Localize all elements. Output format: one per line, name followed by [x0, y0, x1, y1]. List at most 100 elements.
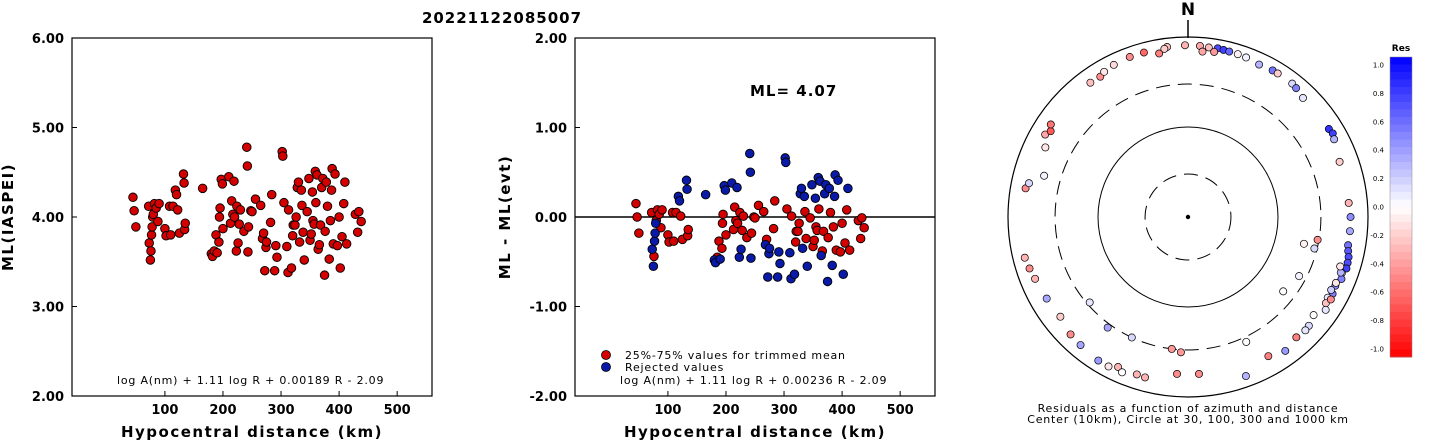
colorbar-segment — [1390, 244, 1412, 253]
data-point — [234, 219, 244, 229]
ml-value-label: ML= 4.07 — [750, 82, 837, 100]
data-point — [218, 223, 228, 234]
x-tick-label: 300 — [770, 403, 797, 418]
legend-label-trimmed: 25%-75% values for trimmed mean — [625, 349, 846, 362]
caption-line-2: Center (10km), Circle at 30, 100, 300 an… — [1027, 413, 1349, 426]
station-residual-point — [1326, 295, 1335, 304]
data-point — [128, 192, 138, 203]
data-point — [769, 196, 780, 206]
data-point — [356, 216, 366, 227]
rejected-data-point — [802, 261, 813, 271]
north-label: N — [1181, 0, 1195, 20]
station-residual-point — [1241, 372, 1250, 381]
data-point — [171, 189, 182, 200]
epicenter-marker — [1185, 214, 1191, 220]
station-residual-point — [1046, 120, 1055, 129]
rejected-data-point — [736, 244, 746, 254]
station-residual-point — [1041, 143, 1050, 152]
data-point — [786, 211, 797, 221]
colorbar-segment — [1390, 289, 1412, 298]
colorbar-tick-label: -0.8 — [1370, 317, 1384, 325]
data-point — [828, 222, 839, 232]
station-residual-point — [1281, 346, 1290, 355]
data-point — [265, 217, 276, 228]
colorbar-segment — [1390, 282, 1412, 290]
data-point — [290, 220, 300, 230]
colorbar-segment — [1390, 334, 1412, 343]
colorbar-segment — [1390, 57, 1412, 65]
station-residual-point — [1295, 272, 1304, 281]
station-residual-point — [1139, 48, 1148, 57]
data-point — [801, 233, 811, 244]
station-residual-point — [1344, 198, 1353, 207]
data-point — [145, 255, 156, 265]
x-tick-label: 300 — [267, 403, 294, 418]
station-residual-point — [1279, 287, 1288, 296]
rejected-data-point — [682, 184, 692, 195]
data-point — [212, 248, 222, 258]
data-point — [738, 211, 749, 221]
colorbar-segment — [1390, 102, 1412, 110]
colorbar-segment — [1390, 132, 1412, 140]
station-residual-point — [1066, 330, 1075, 339]
data-point — [266, 189, 277, 200]
station-residual-point — [1336, 262, 1345, 271]
colorbar-segment — [1390, 274, 1412, 283]
data-point — [297, 200, 307, 211]
data-point — [823, 232, 833, 243]
data-point — [859, 222, 869, 233]
data-point — [302, 206, 312, 217]
colorbar-segment — [1390, 304, 1412, 313]
station-residual-point — [1086, 78, 1095, 87]
rejected-data-point — [647, 244, 657, 254]
station-residual-point — [1100, 67, 1109, 76]
station-residual-point — [1109, 60, 1118, 69]
colorbar-segment — [1390, 117, 1412, 125]
data-point — [283, 205, 294, 215]
data-point — [841, 205, 852, 215]
data-point — [330, 169, 340, 179]
station-residual-point — [1299, 94, 1307, 102]
data-point — [750, 213, 760, 223]
data-point — [732, 218, 743, 229]
station-residual-point — [1173, 370, 1181, 378]
station-residual-point — [1114, 363, 1123, 371]
data-point — [243, 222, 254, 232]
colorbar-segment — [1390, 237, 1412, 245]
data-point — [260, 265, 270, 276]
rejected-data-point — [796, 183, 807, 194]
data-point — [172, 205, 183, 215]
data-point — [282, 241, 292, 252]
data-point — [165, 230, 176, 240]
data-point — [721, 230, 731, 240]
rejected-data-point — [715, 254, 725, 264]
colorbar-segment — [1390, 259, 1412, 268]
station-residual-point — [1330, 135, 1339, 144]
colorbar-tick-label: -0.2 — [1370, 232, 1384, 240]
rejected-data-point — [775, 258, 785, 269]
data-point — [146, 230, 157, 240]
station-residual-point — [1020, 253, 1029, 262]
legend-marker-red — [601, 350, 611, 360]
station-residual-point — [1104, 362, 1113, 371]
station-residual-point — [1331, 278, 1340, 287]
y-tick-label: 1.00 — [535, 122, 567, 137]
data-point — [855, 233, 866, 244]
x-tick-label: 400 — [326, 403, 353, 418]
rejected-data-point — [764, 243, 775, 254]
data-point — [131, 222, 141, 232]
data-point — [809, 235, 819, 246]
colorbar-segment — [1390, 267, 1412, 275]
x-tick-label: 200 — [712, 403, 739, 418]
data-point — [634, 228, 644, 238]
colorbar-tick-label: 1.0 — [1373, 62, 1384, 70]
colorbar-segment — [1390, 207, 1412, 215]
event-id-title: 20221122085007 — [422, 9, 582, 27]
formula-text: log A(nm) + 1.11 log R + 0.00236 R - 2.0… — [620, 374, 887, 387]
data-point — [322, 201, 333, 212]
colorbar-segment — [1390, 87, 1412, 95]
data-point — [319, 270, 330, 280]
rejected-data-point — [838, 269, 849, 280]
data-point — [307, 187, 318, 197]
y-tick-label: 5.00 — [32, 122, 64, 137]
